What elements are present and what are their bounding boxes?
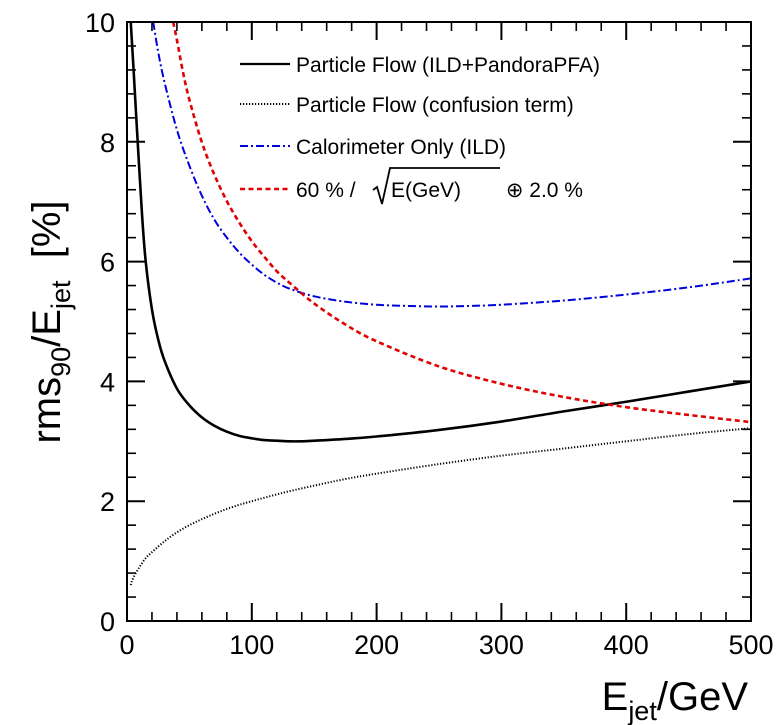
series-line-calo <box>152 22 751 308</box>
ticks-layer: 0 100 200 300 400 500 0 2 4 6 8 10 <box>85 8 774 660</box>
x-tick-label-1: 100 <box>229 630 274 660</box>
series-layer <box>129 22 751 586</box>
x-tick-label-4: 400 <box>604 630 649 660</box>
x-axis-title: Ejet/GeV <box>602 675 749 725</box>
legend-label-pflow: Particle Flow (ILD+PandoraPFA) <box>296 54 600 77</box>
series-line-fit <box>171 22 751 424</box>
sqrt-sign-icon <box>372 167 500 205</box>
x-tick-label-3: 300 <box>479 630 524 660</box>
legend: Particle Flow (ILD+PandoraPFA) Particle … <box>240 54 600 205</box>
series-line-confusion <box>129 427 751 586</box>
series-line-pflow <box>129 22 751 443</box>
y-axis-title: rms90/Ejet [%] <box>25 200 76 443</box>
x-tick-label-2: 200 <box>354 630 399 660</box>
legend-label-fit-pre: 60 % / <box>296 179 356 202</box>
y-tick-label-3: 6 <box>100 248 115 278</box>
legend-label-fit-post: ⊕ 2.0 % <box>500 179 583 202</box>
legend-label-confusion: Particle Flow (confusion term) <box>296 94 574 117</box>
x-tick-label-0: 0 <box>119 630 134 660</box>
legend-label-calo: Calorimeter Only (ILD) <box>296 136 506 159</box>
y-tick-label-5: 10 <box>85 8 115 38</box>
y-tick-label-4: 8 <box>100 128 115 158</box>
plot-frame <box>126 21 752 622</box>
x-tick-label-5: 500 <box>728 630 773 660</box>
y-tick-label-1: 2 <box>100 487 115 517</box>
y-tick-label-0: 0 <box>100 607 115 637</box>
legend-label-fit-radicand: E(GeV) <box>391 179 461 202</box>
y-tick-label-2: 4 <box>100 367 115 397</box>
